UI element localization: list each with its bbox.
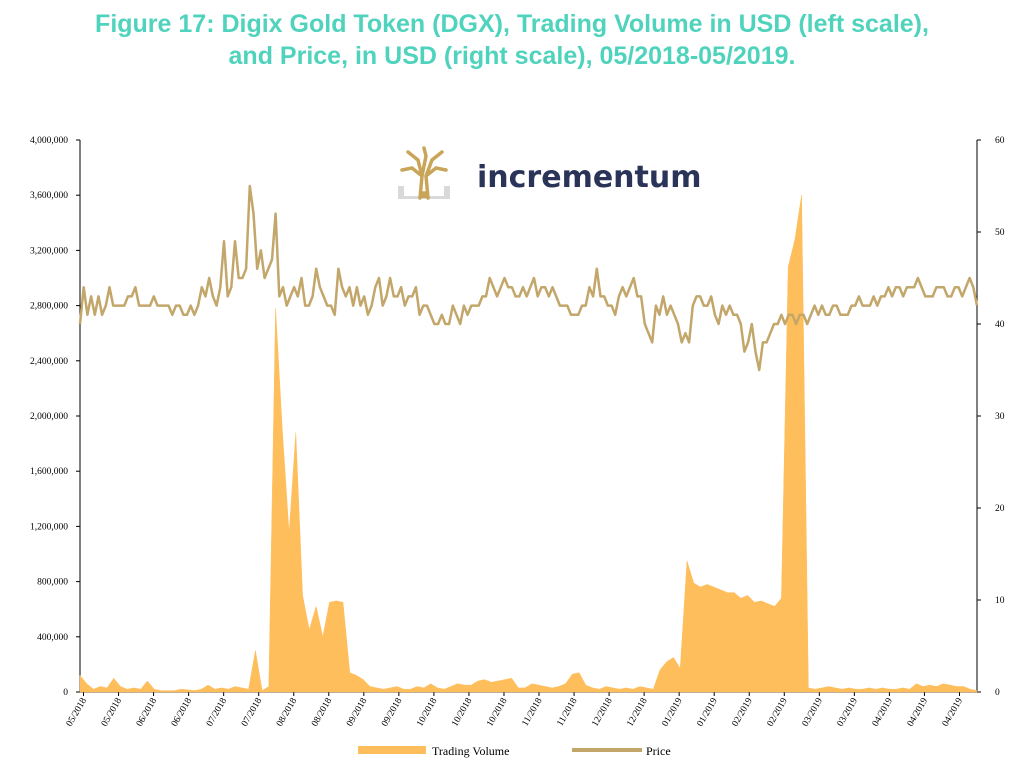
x-tick-label: 03/2019 bbox=[836, 696, 860, 728]
volume-layer bbox=[79, 195, 978, 693]
x-tick-label: 05/2018 bbox=[100, 696, 124, 728]
price-layer bbox=[78, 184, 979, 372]
y-right-tick-label: 10 bbox=[995, 596, 1005, 606]
series-trading-volume-area bbox=[79, 195, 978, 693]
x-tick-label: 09/2018 bbox=[380, 696, 404, 728]
x-tick-label: 05/2018 bbox=[65, 696, 89, 728]
y-right-tick-label: 50 bbox=[995, 228, 1005, 238]
x-tick-label: 04/2019 bbox=[941, 696, 965, 728]
chart-title-line-2: and Price, in USD (right scale), 05/2018… bbox=[228, 42, 796, 70]
x-tick-label: 09/2018 bbox=[345, 696, 369, 728]
x-tick-label: 11/2018 bbox=[521, 696, 545, 728]
y-right-tick-label: 60 bbox=[995, 136, 1005, 146]
y-right-tick-label: 0 bbox=[995, 688, 1000, 698]
x-tick-label: 10/2018 bbox=[415, 696, 439, 728]
y-right-tick-label: 40 bbox=[995, 320, 1005, 330]
series-price-line bbox=[78, 184, 979, 372]
x-tick-label: 01/2019 bbox=[696, 696, 720, 728]
x-tick-label: 12/2018 bbox=[590, 696, 614, 728]
y-left-tick-label: 3,600,000 bbox=[30, 191, 68, 201]
x-tick-label: 07/2018 bbox=[205, 696, 229, 728]
y-left-tick-label: 400,000 bbox=[37, 633, 68, 643]
legend: Trading Volume Price bbox=[358, 744, 671, 758]
x-tick-label: 04/2019 bbox=[906, 696, 930, 728]
x-tick-label: 04/2019 bbox=[871, 696, 895, 728]
x-tick-label: 07/2018 bbox=[240, 696, 264, 728]
x-tick-label: 10/2018 bbox=[485, 696, 509, 728]
legend-swatch-volume bbox=[358, 746, 426, 754]
x-tick-label: 08/2018 bbox=[275, 696, 299, 728]
axes: 0 400,000 800,000 1,200,000 1,600,000 2,000,0… bbox=[30, 136, 1005, 728]
x-tick-label: 10/2018 bbox=[450, 696, 474, 728]
y-left-tick-label: 1,200,000 bbox=[30, 522, 68, 532]
x-tick-label: 06/2018 bbox=[135, 696, 159, 728]
x-tick-label: 02/2019 bbox=[731, 696, 755, 728]
y-left-tick-label: 1,600,000 bbox=[30, 467, 68, 477]
x-tick-label: 01/2019 bbox=[661, 696, 685, 728]
legend-label-volume: Trading Volume bbox=[432, 744, 509, 758]
y-right-tick-label: 20 bbox=[995, 504, 1005, 514]
x-tick-label: 03/2019 bbox=[801, 696, 825, 728]
y-left-tick-label: 3,200,000 bbox=[30, 246, 68, 256]
x-tick-label: 12/2018 bbox=[625, 696, 649, 728]
y-left-tick-label: 2,800,000 bbox=[30, 302, 68, 312]
y-left-tick-label: 800,000 bbox=[37, 578, 68, 588]
y-left-tick-label: 0 bbox=[63, 688, 68, 698]
logo-text: incrementum bbox=[477, 160, 702, 195]
x-tick-label: 02/2019 bbox=[766, 696, 790, 728]
x-tick-label: 11/2018 bbox=[556, 696, 580, 728]
x-tick-label: 06/2018 bbox=[170, 696, 194, 728]
y-left-tick-label: 2,400,000 bbox=[30, 357, 68, 367]
tree-logo-icon bbox=[398, 146, 450, 200]
chart-title: Figure 17: Digix Gold Token (DGX), Tradi… bbox=[0, 8, 1024, 72]
y-left-tick-label: 4,000,000 bbox=[30, 136, 68, 146]
legend-label-price: Price bbox=[646, 744, 671, 758]
chart-title-line-1: Figure 17: Digix Gold Token (DGX), Tradi… bbox=[95, 10, 929, 38]
logo: incrementum bbox=[398, 146, 702, 200]
y-right-tick-label: 30 bbox=[995, 412, 1005, 422]
y-left-tick-label: 2,000,000 bbox=[30, 412, 68, 422]
x-tick-label: 08/2018 bbox=[310, 696, 334, 728]
